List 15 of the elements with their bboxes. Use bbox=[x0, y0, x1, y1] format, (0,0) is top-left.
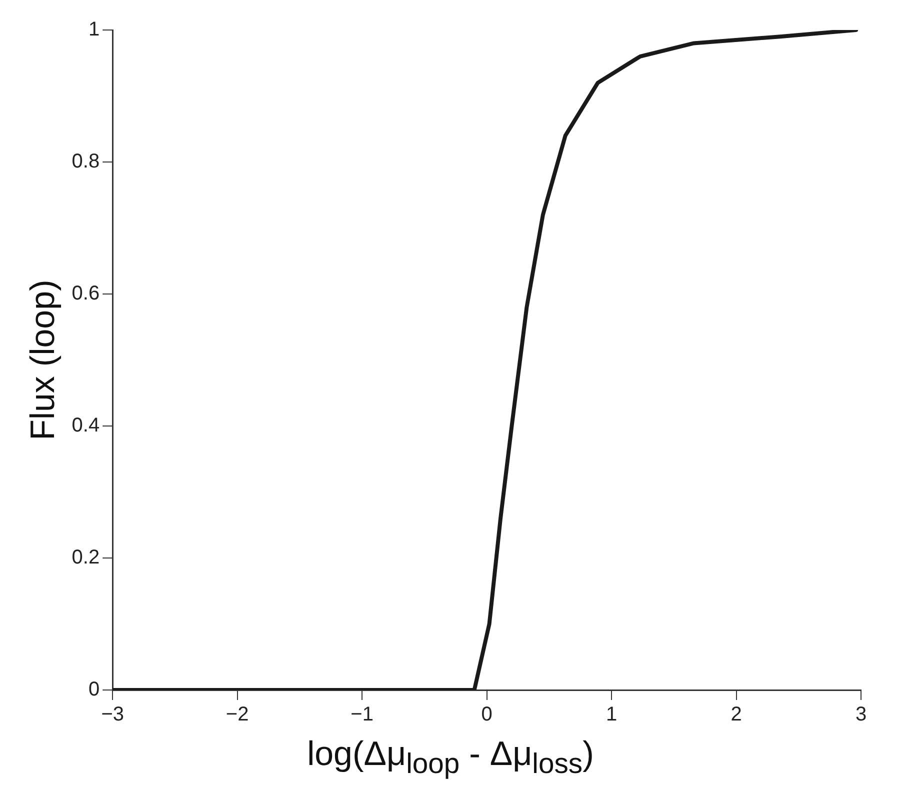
y-tick-label: 0.4 bbox=[72, 414, 100, 437]
x-tick-label: −3 bbox=[101, 704, 124, 726]
y-tick-label: 1 bbox=[88, 18, 100, 41]
y-tick-label: 0.6 bbox=[72, 282, 100, 305]
x-axis-title: log(Δμ$_{loop}$ - Δμ$_{loss}$) bbox=[306, 735, 595, 781]
y-axis-title: Flux (loop) bbox=[24, 280, 62, 440]
x-tick-label: 2 bbox=[730, 704, 742, 726]
x-tick-label: 1 bbox=[606, 704, 618, 726]
x-tick-label: −2 bbox=[226, 704, 249, 726]
x-tick-label: 0 bbox=[481, 704, 492, 726]
y-tick-label: 0 bbox=[88, 678, 100, 701]
y-tick-label: 0.8 bbox=[72, 150, 100, 173]
x-tick-label: 3 bbox=[855, 704, 867, 726]
y-tick-label: 0.2 bbox=[72, 546, 100, 569]
x-tick-label: −1 bbox=[350, 704, 374, 726]
